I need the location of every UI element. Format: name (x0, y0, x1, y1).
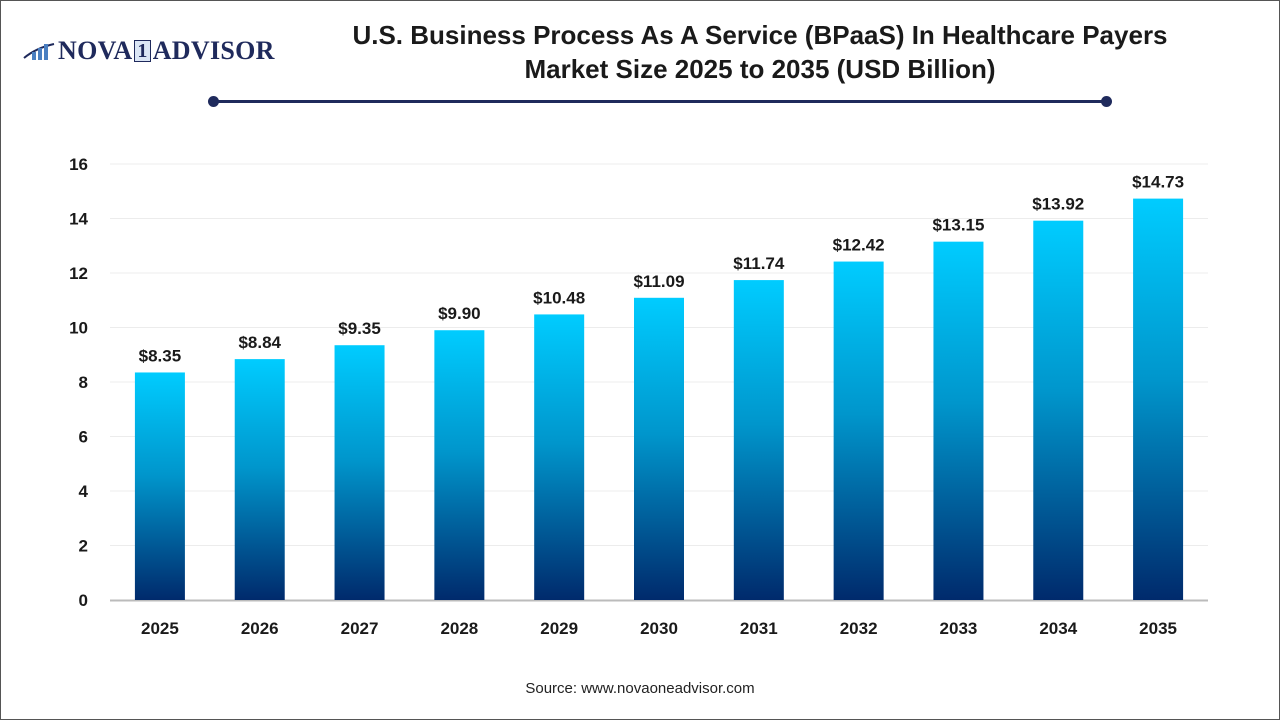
y-tick-label: 6 (79, 428, 88, 447)
bar-2033 (933, 241, 984, 600)
x-tick-label: 2031 (740, 619, 778, 638)
divider-dot-right (1101, 96, 1112, 107)
chart-title-line2: Market Size 2025 to 2035 (USD Billion) (524, 54, 996, 84)
data-label-2032: $12.42 (833, 236, 885, 255)
data-label-2028: $9.90 (438, 304, 481, 323)
bar-2031 (733, 280, 784, 600)
x-tick-label: 2033 (940, 619, 978, 638)
y-tick-label: 4 (79, 482, 89, 501)
chart-title: U.S. Business Process As A Service (BPaa… (280, 18, 1240, 86)
bar-2027 (334, 345, 385, 600)
data-label-2027: $9.35 (338, 319, 381, 338)
bar-2030 (634, 297, 684, 600)
x-tick-label: 2032 (840, 619, 878, 638)
y-tick-label: 14 (69, 210, 88, 229)
bar-2034 (1033, 220, 1084, 600)
chart-title-line1: U.S. Business Process As A Service (BPaa… (352, 20, 1168, 50)
data-label-2033: $13.15 (932, 216, 984, 235)
y-tick-label: 10 (69, 319, 88, 338)
data-label-2025: $8.35 (139, 346, 182, 365)
x-tick-label: 2025 (141, 619, 179, 638)
x-tick-label: 2034 (1039, 619, 1077, 638)
data-label-2026: $8.84 (238, 333, 281, 352)
y-tick-label: 12 (69, 264, 88, 283)
bar-2032 (833, 261, 884, 600)
data-label-2031: $11.74 (733, 254, 785, 273)
x-tick-label: 2035 (1139, 619, 1177, 638)
x-tick-label: 2027 (341, 619, 379, 638)
data-label-2030: $11.09 (633, 272, 684, 291)
y-tick-label: 2 (79, 537, 88, 556)
bar-2035 (1133, 198, 1184, 601)
title-divider (213, 100, 1106, 103)
bar-2026 (234, 359, 285, 600)
nova-advisor-logo: NOVA 1 ADVISOR (22, 36, 275, 66)
data-label-2029: $10.48 (533, 288, 585, 307)
x-tick-label: 2026 (241, 619, 279, 638)
data-label-2035: $14.73 (1132, 173, 1184, 192)
y-tick-label: 16 (69, 155, 88, 174)
bar-2028 (434, 330, 485, 600)
divider-dot-left (208, 96, 219, 107)
source-note: Source: www.novaoneadvisor.com (525, 680, 755, 697)
logo-text-one: 1 (134, 40, 151, 62)
bar-2025 (134, 372, 185, 600)
bar-2029 (534, 314, 585, 600)
x-tick-label: 2029 (540, 619, 578, 638)
y-tick-label: 0 (79, 591, 88, 610)
logo-text-nova: NOVA (58, 36, 133, 65)
logo-text-advisor: ADVISOR (152, 36, 275, 65)
x-tick-label: 2030 (640, 619, 678, 638)
x-tick-label: 2028 (440, 619, 478, 638)
bar-chart-swoosh-icon (23, 43, 55, 60)
y-tick-label: 8 (79, 373, 88, 392)
data-label-2034: $13.92 (1032, 195, 1084, 214)
